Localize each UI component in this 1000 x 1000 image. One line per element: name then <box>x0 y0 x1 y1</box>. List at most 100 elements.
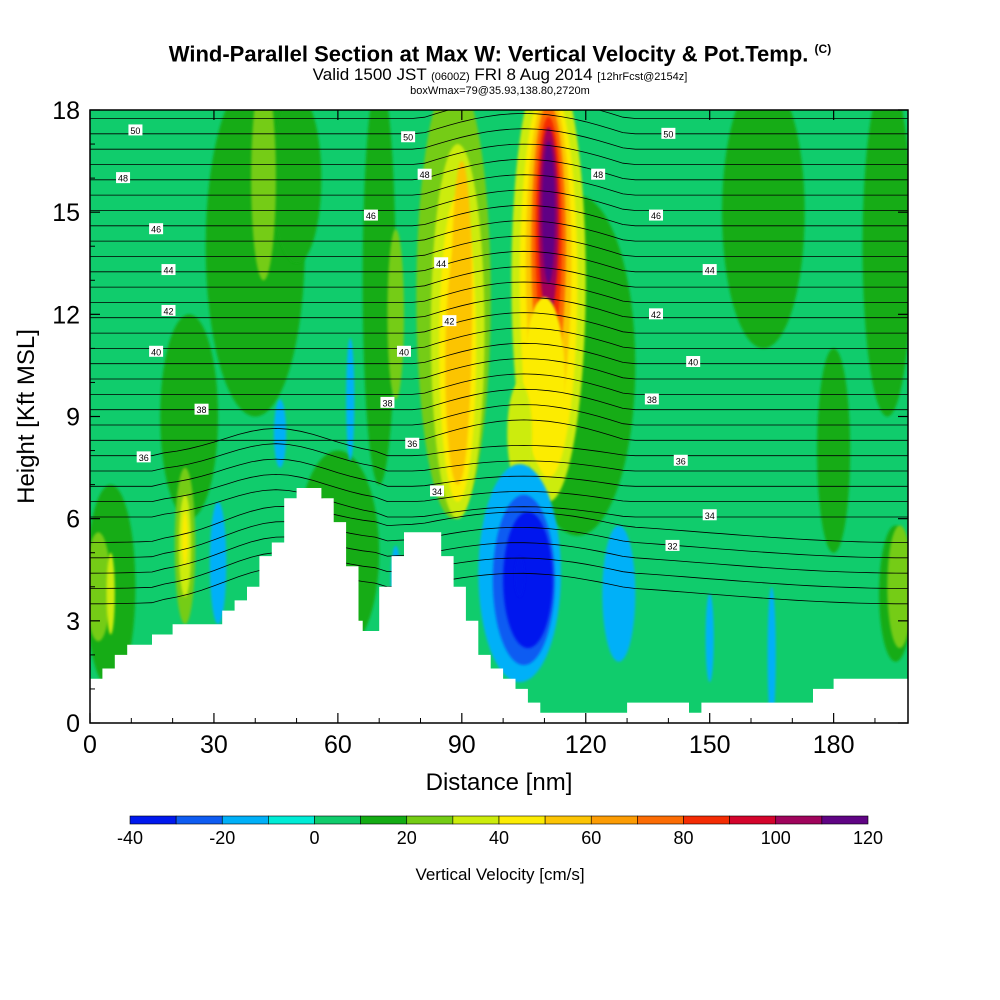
contour-label-bg <box>161 264 176 276</box>
colorbar-swatch <box>498 815 546 825</box>
contour-label-bg <box>442 315 457 327</box>
contour-label-text: 50 <box>663 129 673 139</box>
contour-label-text: 32 <box>668 541 678 551</box>
colorbar-tick-label: 40 <box>489 828 509 848</box>
contour-label: 46 <box>648 209 663 221</box>
colorbar-swatch <box>452 815 500 825</box>
theta-line <box>90 110 908 119</box>
contour-label-bg <box>673 454 688 466</box>
theta-line <box>90 327 908 349</box>
contour-label: 34 <box>702 509 717 521</box>
valid-date: FRI 8 Aug 2014 <box>474 65 593 85</box>
field-cell <box>602 525 636 662</box>
contour-label-bg <box>363 209 378 221</box>
contour-label-bg <box>136 451 151 463</box>
contour-label: 38 <box>194 403 209 415</box>
theta-line <box>90 443 908 472</box>
contour-label: 46 <box>149 223 164 235</box>
y-tick-label: 9 <box>66 404 80 432</box>
colorbar-swatch <box>360 815 408 825</box>
field-cell <box>767 586 776 723</box>
field-cell <box>273 399 287 468</box>
contour-label-text: 38 <box>382 398 392 408</box>
contour-label-text: 50 <box>130 126 140 136</box>
contour-label-text: 50 <box>403 133 413 143</box>
field-cell <box>514 556 525 597</box>
colorbar-swatch <box>775 815 823 825</box>
contour-label: 42 <box>442 315 457 327</box>
theta-line <box>90 296 908 319</box>
x-tick-label: 30 <box>200 731 228 759</box>
contour-label: 46 <box>363 209 378 221</box>
field-cell <box>251 110 276 281</box>
terrain <box>90 488 908 723</box>
theta-line <box>90 266 908 288</box>
theta-line <box>90 143 908 165</box>
theta-line <box>90 204 908 227</box>
colorbar-tick-label: 120 <box>853 828 883 848</box>
contour-label-text: 36 <box>407 439 417 449</box>
contour-label-bg <box>161 304 176 316</box>
contour-label: 42 <box>161 304 176 316</box>
contour-label-bg <box>417 168 432 180</box>
valid-time-line: Valid 1500 JST (0600Z) FRI 8 Aug 2014 [1… <box>0 65 1000 85</box>
theta-line <box>90 67 908 88</box>
contour-label-text: 42 <box>444 317 454 327</box>
contour-label-text: 44 <box>163 266 173 276</box>
field-cell <box>545 161 552 250</box>
x-tick-label: 60 <box>324 731 352 759</box>
y-tick-label: 3 <box>66 608 80 636</box>
theta-line <box>90 235 908 257</box>
colorbar-swatch <box>406 815 454 825</box>
contour-label: 48 <box>417 168 432 180</box>
contour-label-text: 48 <box>420 170 430 180</box>
contour-label-text: 34 <box>705 511 715 521</box>
contour-label-bg <box>396 345 411 357</box>
x-axis-label: Distance [nm] <box>426 769 573 796</box>
contour-label: 40 <box>686 356 701 368</box>
colorbar-tick-label: 80 <box>673 828 693 848</box>
y-axis-label: Height [Kft MSL] <box>13 329 40 504</box>
contour-label: 40 <box>396 345 411 357</box>
x-tick-label: 90 <box>448 731 476 759</box>
field-cell <box>503 511 553 649</box>
field-cell <box>160 314 219 519</box>
contour-label-text: 40 <box>688 358 698 368</box>
field-cell <box>90 532 111 642</box>
contour-label: 50 <box>401 131 416 143</box>
colorbar-swatch <box>175 815 223 825</box>
pot-temp-contours <box>90 67 908 605</box>
colorbar-tick-label: -20 <box>209 828 235 848</box>
contour-label-bg <box>702 509 717 521</box>
contour-label-text: 44 <box>705 266 715 276</box>
contour-label-bg <box>128 124 143 136</box>
field-cell <box>182 511 188 567</box>
copyright-mark: (C) <box>814 42 832 56</box>
contour-label-text: 40 <box>151 347 161 357</box>
x-tick-label: 180 <box>813 731 855 759</box>
theta-line <box>90 458 908 487</box>
colorbar: -40 -20 0 20 40 60 80 100 120 Vertical Velocity [… <box>117 815 883 884</box>
theta-line <box>90 427 908 457</box>
contour-label-bg <box>194 403 209 415</box>
field-cell <box>705 593 714 683</box>
field-cell <box>362 110 396 485</box>
contour-label-bg <box>401 131 416 143</box>
colorbar-tick-label: 0 <box>309 828 319 848</box>
colorbar-swatch <box>544 815 592 825</box>
valid-prefix: Valid 1500 JST <box>312 65 427 85</box>
y-tick-label: 6 <box>66 506 80 534</box>
colorbar-tick-label: 20 <box>397 828 417 848</box>
contour-label-bg <box>648 308 663 320</box>
colorbar-swatch <box>590 815 638 825</box>
x-tick-label: 120 <box>565 731 607 759</box>
colorbar-swatch <box>314 815 361 825</box>
contour-label-text: 46 <box>651 211 661 221</box>
contour-label: 40 <box>149 345 164 357</box>
chart-title: Wind-Parallel Section at Max W: Vertical… <box>0 36 1000 67</box>
field-cell <box>451 161 473 434</box>
theta-line <box>90 536 908 574</box>
x-tick-label: 150 <box>689 731 731 759</box>
contour-label: 36 <box>405 437 420 449</box>
